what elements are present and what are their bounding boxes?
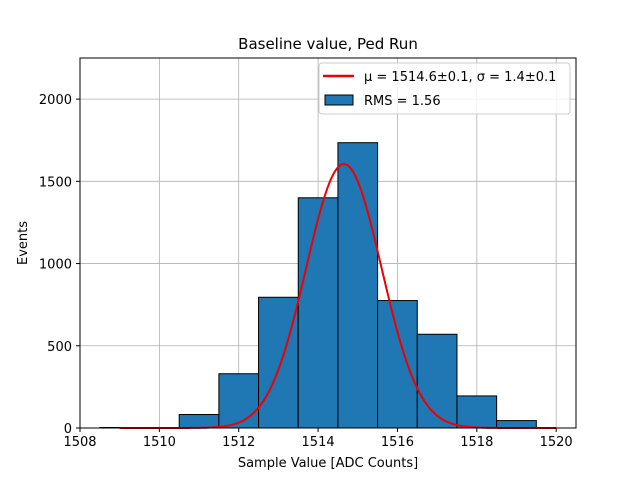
x-tick-label-6: 1520 (540, 435, 573, 450)
legend: μ = 1514.6±0.1, σ = 1.4±0.1 RMS = 1.56 (318, 62, 571, 115)
ticks-layer: 1508 1510 1512 1514 1516 1518 1520 0 500 1000 1500… (39, 93, 573, 450)
legend-histogram-label: RMS = 1.56 (364, 94, 441, 109)
x-tick-label-2: 1512 (222, 435, 255, 450)
y-tick-label-1: 500 (47, 340, 72, 355)
plot-frame (79, 57, 577, 429)
histogram-bar-4 (258, 296, 299, 429)
histogram-bar-6 (337, 142, 379, 429)
histogram-bar-10 (496, 420, 537, 429)
histogram-bar-8 (416, 333, 458, 429)
y-tick-label-3: 1500 (39, 175, 72, 190)
x-tick-label-3: 1514 (302, 435, 335, 450)
x-axis-label: Sample Value [ADC Counts] (238, 456, 418, 471)
legend-box (318, 62, 571, 115)
bars-layer (99, 142, 537, 429)
x-tick-label-4: 1516 (381, 435, 414, 450)
legend-fit-label: μ = 1514.6±0.1, σ = 1.4±0.1 (364, 70, 556, 85)
x-tick-label-0: 1508 (63, 435, 96, 450)
y-tick-label-4: 2000 (39, 93, 72, 108)
histogram-bar-5 (297, 197, 339, 429)
x-tick-label-5: 1518 (460, 435, 493, 450)
y-axis-label: Events (16, 221, 31, 265)
x-tick-label-1: 1510 (143, 435, 176, 450)
y-tick-label-2: 1000 (39, 258, 72, 273)
histogram-bar-3 (218, 373, 260, 429)
legend-histogram-swatch (324, 94, 354, 106)
histogram-bar-7 (377, 300, 418, 429)
y-tick-label-0: 0 (64, 422, 72, 437)
histogram-bar-2 (178, 414, 220, 429)
histogram-bar-9 (456, 395, 498, 429)
chart-title: Baseline value, Ped Run (238, 35, 418, 53)
